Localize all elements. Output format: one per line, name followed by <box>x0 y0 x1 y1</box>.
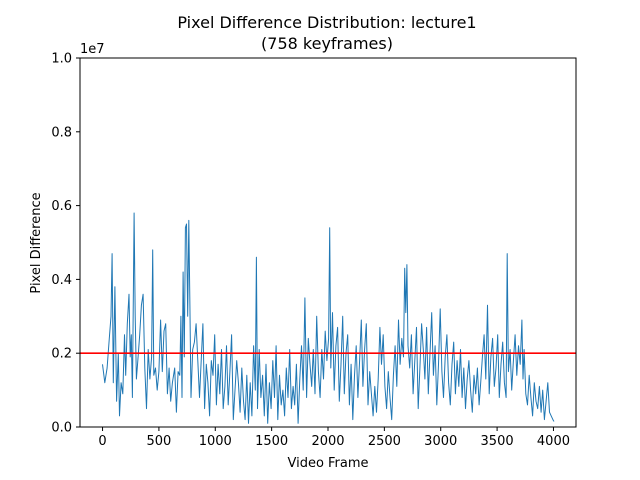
y-tick-label-5: 1.0 <box>51 52 72 67</box>
chart-title-line2: (758 keyframes) <box>261 34 393 53</box>
y-scale-label: 1e7 <box>80 42 105 57</box>
series-line-0 <box>102 212 555 424</box>
x-tick-label-4: 2000 <box>311 434 344 449</box>
x-axis-label: Video Frame <box>287 456 368 471</box>
y-axis-label: Pixel Difference <box>29 192 44 293</box>
y-tick-label-1: 0.2 <box>51 347 72 362</box>
y-tick-label-3: 0.6 <box>51 199 72 214</box>
x-tick-label-8: 4000 <box>537 434 570 449</box>
series-group <box>102 212 555 424</box>
x-tick-label-5: 2500 <box>368 434 401 449</box>
x-tick-label-1: 500 <box>146 434 171 449</box>
x-tick-label-2: 1000 <box>199 434 232 449</box>
y-tick-label-0: 0.0 <box>51 421 72 436</box>
x-tick-label-6: 3000 <box>424 434 457 449</box>
x-tick-label-0: 0 <box>98 434 106 449</box>
x-tick-label-7: 3500 <box>481 434 514 449</box>
y-tick-label-2: 0.4 <box>51 273 72 288</box>
x-axis: 0 500 1000 1500 2000 2500 3000 3500 4000 <box>98 427 570 449</box>
chart-title-line1: Pixel Difference Distribution: lecture1 <box>177 13 476 32</box>
y-axis: 0.0 0.2 0.4 0.6 0.8 1.0 <box>51 52 80 436</box>
x-tick-label-3: 1500 <box>255 434 288 449</box>
y-tick-label-4: 0.8 <box>51 125 72 140</box>
